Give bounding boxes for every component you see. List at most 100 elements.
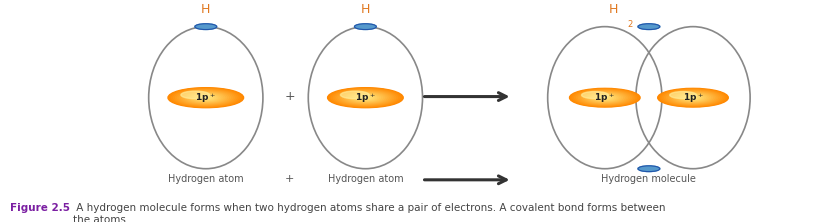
Text: Hydrogen atom: Hydrogen atom xyxy=(168,174,244,184)
Circle shape xyxy=(181,91,230,104)
Circle shape xyxy=(596,95,613,100)
Text: +: + xyxy=(285,90,295,103)
Circle shape xyxy=(600,96,610,99)
Circle shape xyxy=(679,94,707,101)
Circle shape xyxy=(354,95,377,101)
Circle shape xyxy=(663,90,723,106)
Circle shape xyxy=(168,88,244,108)
Circle shape xyxy=(690,97,696,99)
Circle shape xyxy=(340,91,370,99)
Circle shape xyxy=(195,24,217,30)
Circle shape xyxy=(578,91,632,105)
Circle shape xyxy=(667,91,720,105)
Circle shape xyxy=(356,95,375,100)
Circle shape xyxy=(580,91,629,104)
Text: Hydrogen atom: Hydrogen atom xyxy=(328,174,403,184)
Circle shape xyxy=(601,97,608,99)
Circle shape xyxy=(592,94,617,101)
Circle shape xyxy=(603,97,606,98)
Circle shape xyxy=(360,96,371,99)
Circle shape xyxy=(198,96,213,100)
Circle shape xyxy=(674,93,712,103)
Circle shape xyxy=(202,97,210,99)
Circle shape xyxy=(170,88,242,107)
Circle shape xyxy=(177,90,234,105)
Circle shape xyxy=(186,93,225,103)
Circle shape xyxy=(328,88,403,108)
Text: H: H xyxy=(360,2,370,16)
Circle shape xyxy=(680,94,706,101)
Circle shape xyxy=(358,96,373,100)
Text: Figure 2.5: Figure 2.5 xyxy=(10,203,70,213)
Circle shape xyxy=(350,94,381,102)
Text: +: + xyxy=(285,174,295,184)
Circle shape xyxy=(658,88,728,107)
Circle shape xyxy=(570,88,640,107)
Circle shape xyxy=(591,94,619,101)
Circle shape xyxy=(341,91,390,104)
Circle shape xyxy=(200,96,212,99)
Circle shape xyxy=(197,95,215,100)
Circle shape xyxy=(638,24,660,30)
Text: H: H xyxy=(201,2,211,16)
Circle shape xyxy=(339,91,391,105)
Circle shape xyxy=(335,90,396,106)
Circle shape xyxy=(354,24,376,30)
Circle shape xyxy=(684,95,702,100)
Circle shape xyxy=(344,92,386,103)
Circle shape xyxy=(331,89,400,107)
Circle shape xyxy=(364,97,367,98)
Circle shape xyxy=(349,93,382,102)
Text: 1p$^+$: 1p$^+$ xyxy=(355,91,375,105)
Circle shape xyxy=(582,92,627,104)
Circle shape xyxy=(682,95,704,101)
Circle shape xyxy=(361,97,370,99)
Circle shape xyxy=(179,91,232,105)
Circle shape xyxy=(672,92,714,103)
Circle shape xyxy=(189,93,223,102)
Circle shape xyxy=(194,95,217,101)
Circle shape xyxy=(664,90,722,105)
Circle shape xyxy=(204,97,207,98)
Circle shape xyxy=(587,93,622,102)
Circle shape xyxy=(669,91,717,104)
Circle shape xyxy=(585,93,624,103)
Text: 1p$^+$: 1p$^+$ xyxy=(595,91,615,105)
Circle shape xyxy=(675,93,711,102)
Circle shape xyxy=(688,96,698,99)
Circle shape xyxy=(185,92,227,103)
Circle shape xyxy=(589,93,621,102)
Circle shape xyxy=(573,89,637,106)
Circle shape xyxy=(329,88,402,107)
Circle shape xyxy=(181,91,210,99)
Text: A hydrogen molecule forms when two hydrogen atoms share a pair of electrons. A c: A hydrogen molecule forms when two hydro… xyxy=(73,203,665,222)
Circle shape xyxy=(571,89,638,107)
Circle shape xyxy=(661,89,725,106)
Text: 1p$^+$: 1p$^+$ xyxy=(196,91,216,105)
Circle shape xyxy=(337,90,394,105)
Circle shape xyxy=(174,89,238,106)
Circle shape xyxy=(584,92,626,103)
Circle shape xyxy=(581,91,608,99)
Circle shape xyxy=(576,90,633,105)
Circle shape xyxy=(333,89,397,106)
Circle shape xyxy=(691,97,695,98)
Circle shape xyxy=(677,93,709,102)
Circle shape xyxy=(183,92,228,104)
Circle shape xyxy=(598,96,612,99)
Circle shape xyxy=(669,91,696,99)
Circle shape xyxy=(343,92,388,104)
Circle shape xyxy=(347,93,384,103)
Circle shape xyxy=(575,90,635,106)
Text: H: H xyxy=(609,2,618,16)
Circle shape xyxy=(594,95,616,101)
Circle shape xyxy=(659,89,727,107)
Circle shape xyxy=(352,94,379,101)
Text: 2: 2 xyxy=(627,20,633,29)
Text: 1p$^+$: 1p$^+$ xyxy=(683,91,703,105)
Text: Hydrogen molecule: Hydrogen molecule xyxy=(601,174,696,184)
Circle shape xyxy=(176,90,236,106)
Circle shape xyxy=(192,94,219,101)
Circle shape xyxy=(191,94,221,102)
Circle shape xyxy=(686,96,700,99)
